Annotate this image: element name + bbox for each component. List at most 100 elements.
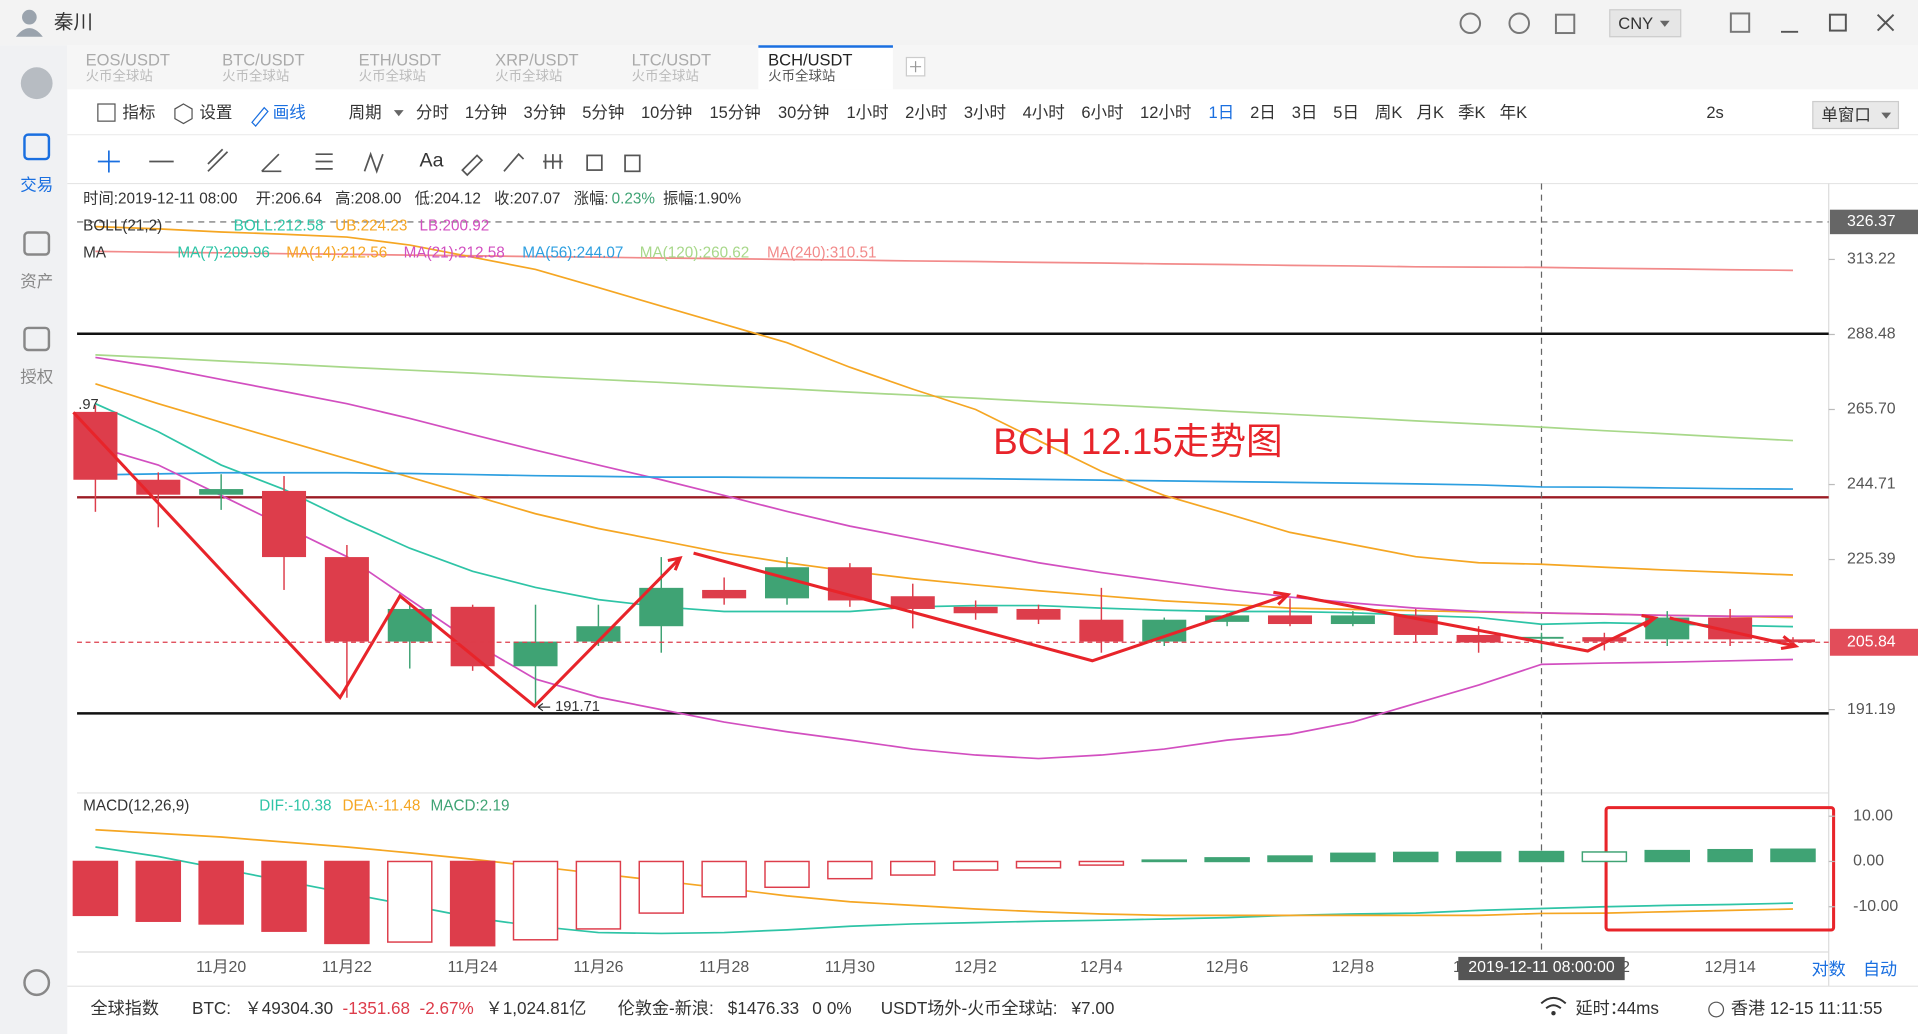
- y-tick-label: 313.22: [1847, 251, 1896, 268]
- candle-body: [1456, 634, 1501, 643]
- y-tick-label: 10.00: [1853, 807, 1893, 824]
- period-button[interactable]: 周期: [349, 103, 382, 122]
- window-mode: 单窗口: [1821, 106, 1870, 125]
- trend-arrow: [72, 411, 682, 709]
- crosshair-price: 326.37: [1847, 213, 1896, 230]
- shirt-icon[interactable]: [1554, 13, 1576, 35]
- bell-icon[interactable]: [1459, 12, 1482, 35]
- sidebar: [0, 45, 68, 1034]
- ma-line: [95, 402, 1794, 628]
- period-option[interactable]: 10分钟: [641, 103, 692, 122]
- period-option[interactable]: 6小时: [1081, 103, 1123, 122]
- indicator-icon: [97, 103, 116, 122]
- period-option[interactable]: 30分钟: [778, 103, 829, 122]
- y-tick-label: 0.00: [1853, 853, 1884, 870]
- macd-bar: [827, 860, 873, 880]
- brush-tool[interactable]: [503, 152, 525, 172]
- close-button[interactable]: [1876, 13, 1895, 32]
- status-item: 伦敦金-新浪:: [618, 999, 714, 1018]
- period-option[interactable]: 年K: [1500, 103, 1528, 122]
- settings-button[interactable]: 设置: [199, 103, 232, 122]
- ma-line: [95, 354, 1794, 442]
- period-option[interactable]: 3日: [1292, 104, 1318, 122]
- period-option[interactable]: 3小时: [964, 103, 1006, 122]
- trend-arrow: [693, 551, 1289, 663]
- period-option[interactable]: 分时: [416, 103, 449, 122]
- x-tick-label: 12月4: [1080, 959, 1123, 976]
- period-option[interactable]: 1小时: [846, 103, 888, 122]
- macd-bar: [952, 860, 999, 871]
- currency-select[interactable]: [1609, 9, 1682, 38]
- macd-legend: DIF:-10.38: [259, 797, 331, 814]
- text-tool[interactable]: Aa: [420, 150, 444, 172]
- status-item: USDT场外-火币全球站:: [881, 999, 1058, 1018]
- axis-mode[interactable]: 对数: [1812, 960, 1846, 979]
- period-option[interactable]: 周K: [1375, 104, 1403, 122]
- fib-tool[interactable]: [315, 153, 333, 170]
- macd-bar: [1392, 851, 1439, 863]
- angle-tool[interactable]: [261, 153, 282, 173]
- nav-label: 交易: [20, 175, 53, 194]
- wave-tool[interactable]: [363, 151, 384, 174]
- settings-tool-icon: [174, 103, 193, 125]
- channel-tool[interactable]: [207, 148, 229, 172]
- macd-bar: [1770, 848, 1816, 863]
- period-option[interactable]: 1日: [1209, 104, 1235, 122]
- asset-icon[interactable]: [23, 231, 51, 256]
- candle-body: [1770, 639, 1816, 643]
- candle-body: [890, 596, 935, 609]
- crosshair-tool[interactable]: [97, 150, 120, 173]
- tab-pair: LTC/USDT: [632, 52, 711, 70]
- dropdown-arrow: [393, 110, 404, 117]
- drawing-tools: [97, 148, 641, 177]
- period-option[interactable]: 5分钟: [582, 103, 624, 122]
- candle-body: [262, 490, 307, 558]
- macd-bar: [449, 860, 496, 947]
- delete-tool[interactable]: [624, 154, 641, 173]
- status-item: $1476.33: [728, 999, 799, 1018]
- annotation-title: BCH 12.15走势图: [993, 421, 1282, 462]
- crosshair-time: 2019-12-11 08:00:00: [1468, 959, 1615, 976]
- settings-icon[interactable]: [23, 969, 51, 997]
- tab-exchange: 火币全球站: [768, 68, 835, 84]
- title-bar: [0, 0, 1918, 46]
- auth-icon[interactable]: [23, 326, 51, 352]
- macd-legend: DEA:-11.48: [343, 797, 421, 814]
- period-option[interactable]: 2日: [1250, 104, 1276, 122]
- info-item: 低:204.12: [415, 190, 481, 207]
- ma-legend: MA(7):209.96: [177, 244, 270, 261]
- candle-body: [1079, 619, 1124, 642]
- period-option[interactable]: 3分钟: [524, 103, 566, 122]
- maximize-button[interactable]: [1828, 13, 1847, 32]
- refresh-rate[interactable]: 2s: [1706, 104, 1723, 122]
- period-option[interactable]: 1分钟: [465, 103, 507, 122]
- macd-bar: [512, 860, 559, 941]
- macd-bar: [198, 860, 244, 925]
- layout-icon[interactable]: [1729, 12, 1751, 33]
- plus: [910, 61, 922, 73]
- ruler-tool[interactable]: [461, 154, 484, 177]
- status-item: ¥7.00: [1071, 999, 1115, 1018]
- period-option[interactable]: 月K: [1416, 104, 1444, 122]
- indicator-button[interactable]: 指标: [122, 103, 155, 122]
- clock-icon: [1708, 1001, 1725, 1018]
- draw-button[interactable]: 画线: [273, 103, 306, 122]
- ma-line: [95, 356, 1793, 618]
- macd-bar: [701, 860, 747, 898]
- period-option[interactable]: 2小时: [905, 103, 947, 122]
- period-option[interactable]: 15分钟: [709, 103, 760, 122]
- period-option[interactable]: 12小时: [1140, 103, 1191, 122]
- period-option[interactable]: 5日: [1333, 104, 1359, 122]
- lock-tool[interactable]: [586, 154, 603, 171]
- period-option[interactable]: 季K: [1458, 103, 1486, 122]
- period-option[interactable]: 4小时: [1023, 103, 1065, 122]
- macd-bar: [1015, 860, 1062, 869]
- axis-mode[interactable]: 自动: [1863, 960, 1897, 979]
- trade-icon[interactable]: [23, 133, 51, 161]
- tab-exchange: 火币全球站: [632, 68, 699, 84]
- logo: [20, 67, 53, 100]
- macd-bar: [1330, 852, 1376, 863]
- crosshair-tag-bg: [1829, 209, 1918, 235]
- chat-icon[interactable]: [1508, 12, 1530, 35]
- measure-tool[interactable]: [543, 154, 563, 169]
